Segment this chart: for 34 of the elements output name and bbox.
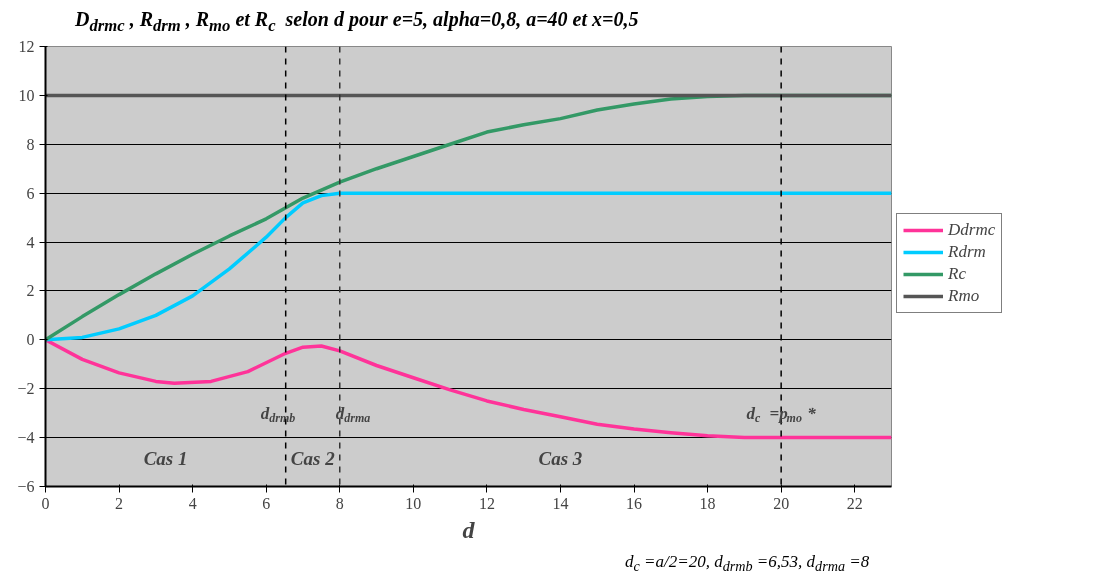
- x-tick-label: 10: [405, 494, 422, 512]
- legend-label: Rdrm: [948, 241, 986, 262]
- legend-label: Rmo: [948, 285, 980, 306]
- y-tick-label: 8: [26, 135, 35, 153]
- y-tick-label: 10: [18, 86, 35, 104]
- text: d$_{c}$ =a/2=20, d$_{drmb}$ =6,53, d$_{drma}$ =8: [625, 551, 870, 577]
- annotation: Cas 3: [538, 448, 583, 469]
- legend-label: Ddrmc: [948, 219, 996, 240]
- x-tick-label: 2: [115, 494, 124, 512]
- x-tick-label: 0: [41, 494, 50, 512]
- x-tick-label: 16: [626, 494, 643, 512]
- line-series: [45, 338, 892, 440]
- x-tick-label: 14: [552, 494, 569, 512]
- legend-label: Rc: [948, 263, 967, 284]
- x-tick-label: 18: [699, 494, 716, 512]
- x-tick-label: 22: [846, 494, 863, 512]
- y-tick-label: −6: [17, 478, 35, 495]
- y-tick-label: 2: [26, 282, 35, 300]
- x-tick-label: 20: [773, 494, 790, 512]
- x-tick-label: 6: [262, 494, 271, 512]
- line-series: [45, 191, 892, 342]
- annotation: Cas 2: [290, 448, 336, 469]
- y-tick-label: 4: [26, 233, 35, 251]
- x-tick-label: 4: [188, 494, 197, 512]
- y-tick-label: 0: [26, 331, 35, 349]
- x-tick-label: 8: [335, 494, 344, 512]
- y-tick-label: −2: [17, 380, 35, 398]
- x-axis-title: d: [462, 516, 476, 543]
- y-tick-label: 6: [26, 184, 35, 202]
- chart-title: D$_{drmc}$ , R$_{drm}$ , R$_{mo}$ et R$_{c}$ selon d pour e=5, alpha=0,8, a=40 et x=0,5: [75, 8, 639, 35]
- y-tick-label: 12: [18, 38, 35, 55]
- x-tick-label: 12: [478, 494, 495, 512]
- y-tick-label: −4: [17, 429, 35, 447]
- annotation: Cas 1: [143, 448, 188, 469]
